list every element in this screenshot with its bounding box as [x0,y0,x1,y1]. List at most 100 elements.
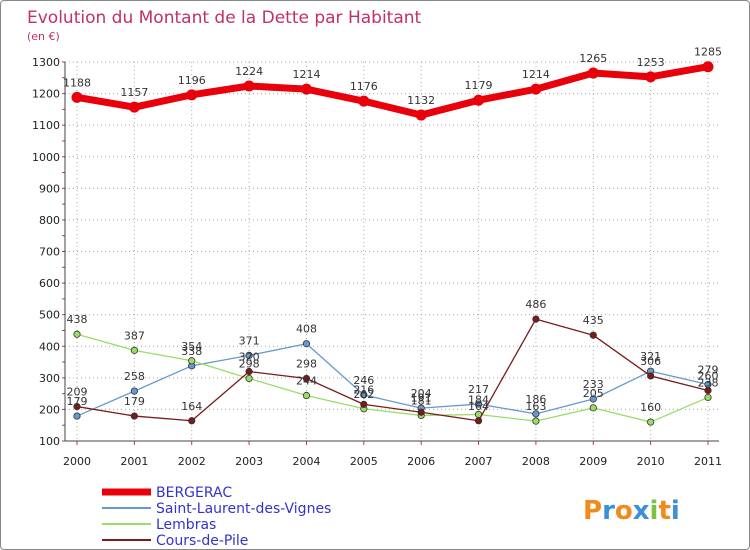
data-label: 279 [698,363,719,376]
data-label: 179 [124,395,145,408]
y-tick-label: 800 [39,214,60,227]
data-point [188,417,196,425]
x-tick-label: 2009 [579,455,607,468]
y-tick-label: 400 [39,340,60,353]
data-label: 179 [67,395,88,408]
data-label: 1285 [694,46,722,59]
data-point [530,83,542,95]
x-tick-label: 2005 [350,455,378,468]
data-point [647,418,655,426]
data-point [589,331,597,339]
series-line-lembras [76,333,709,423]
data-point [704,393,712,402]
x-tick-label: 2000 [63,455,91,468]
data-point [589,404,597,412]
y-tick-label: 700 [39,246,60,259]
series-lines [71,61,714,426]
data-label: 209 [67,386,88,399]
data-point [702,61,714,73]
data-label: 260 [698,369,719,382]
x-tick-label: 2001 [120,455,148,468]
data-point [128,101,140,113]
data-point [360,400,368,408]
data-point [358,95,370,107]
data-point [130,387,138,395]
plot-area [65,62,719,441]
x-tick-label: 2010 [637,455,665,468]
data-label: 298 [296,357,317,370]
series-line-saint-laurent-des-vignes [76,343,709,417]
data-point [417,408,425,416]
data-point [532,315,540,323]
data-label: 1214 [292,68,320,81]
x-tick-label: 2008 [522,455,550,468]
data-label: 320 [239,351,260,364]
logo-text: Proxiti [583,496,680,526]
data-point [532,410,540,418]
data-point [300,83,312,95]
y-tick-label: 300 [39,372,60,385]
series-line-bergerac [76,63,709,119]
data-label: 1179 [465,79,493,92]
data-point [647,372,655,380]
data-label: 306 [640,355,661,368]
data-label: 186 [525,393,546,406]
data-label: 258 [124,370,145,383]
data-label: 233 [583,378,604,391]
data-label: 1265 [579,52,607,65]
data-label: 204 [411,387,432,400]
y-tick-label: 500 [39,309,60,322]
data-labels: 179 258 338 371 408 246 204 217 186 233 321 279 438 3… [63,46,722,414]
x-tick-label: 2004 [292,455,320,468]
data-label: 181 [411,394,432,407]
data-label: 164 [181,400,202,413]
data-point [245,367,253,376]
proxiti-logo: Proxiti [583,496,680,526]
data-label: 1196 [178,74,206,87]
chart-subtitle: (en €) [27,30,60,43]
data-label: 354 [181,340,202,353]
data-point [186,89,198,101]
data-point [188,357,196,365]
legend-label: Lembras [156,517,216,533]
data-label: 1176 [350,80,378,93]
axes: 1002003004005006007008009001000110012001… [32,56,722,468]
data-label: 191 [411,391,432,404]
series-line-cours-de-pile [76,318,709,422]
legend-label: Cours-de-Pile [156,533,248,549]
x-tick-label: 2007 [465,455,493,468]
data-label: 298 [239,357,260,370]
y-tick-label: 600 [39,277,60,290]
data-label: 160 [640,401,661,414]
data-label: 438 [67,313,88,326]
y-tick-label: 100 [39,435,60,448]
y-tick-label: 1100 [32,119,60,132]
data-label: 216 [353,383,374,396]
data-point [587,67,599,79]
data-point [130,346,138,354]
data-point [71,91,83,103]
data-point [130,412,138,420]
data-point [73,330,81,338]
data-point [243,80,255,92]
data-label: 217 [468,383,489,396]
data-point [473,94,485,106]
data-point [474,400,483,408]
y-tick-label: 1300 [32,56,60,69]
data-label: 1157 [120,86,148,99]
data-label: 371 [239,334,260,347]
data-label: 486 [525,298,546,311]
data-label: 205 [583,387,604,400]
x-tick-label: 2011 [694,455,722,468]
data-label: 1132 [407,94,435,107]
data-point [532,417,540,425]
data-label: 338 [181,345,202,358]
data-point [245,351,253,360]
data-label: 1188 [63,76,91,89]
data-point [302,340,311,348]
data-point [245,374,253,383]
data-label: 246 [353,374,374,387]
y-tick-label: 200 [39,403,60,416]
